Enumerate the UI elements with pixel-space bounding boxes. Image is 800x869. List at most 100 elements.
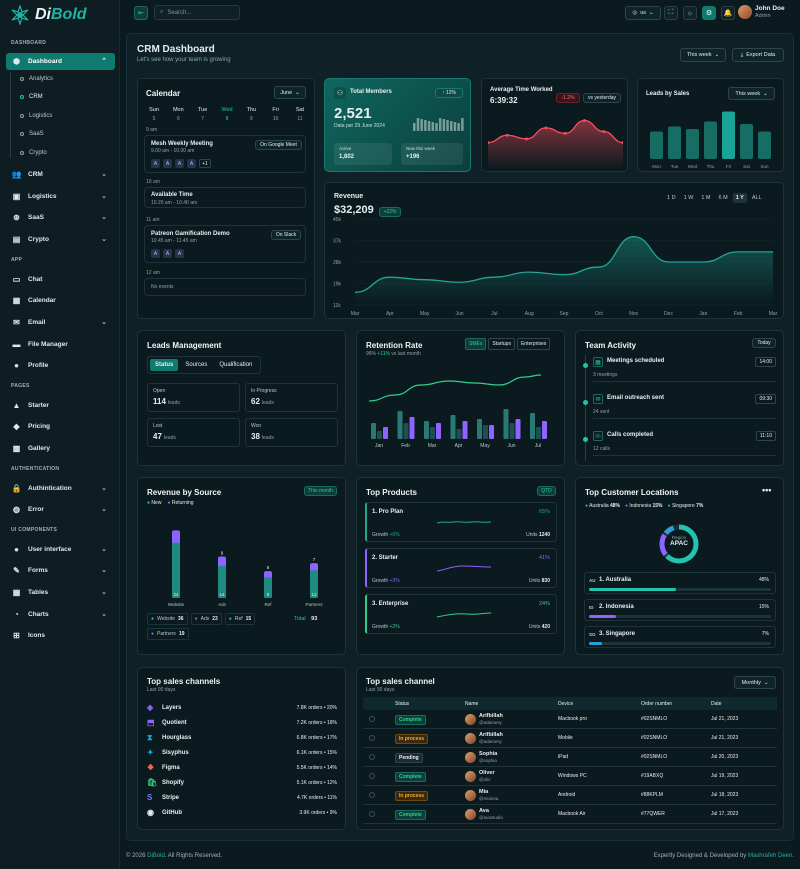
sidebar-item-profile[interactable]: ● Profile xyxy=(6,357,115,374)
event-card[interactable]: Patreon Gamification Demo 10.45 am - 11.… xyxy=(144,225,306,263)
location-row[interactable]: ID 2. Indonesia 15% xyxy=(584,599,776,621)
user-name[interactable]: John Doe xyxy=(755,5,785,12)
chip-value: 19 xyxy=(178,631,185,637)
channel-row[interactable]: ⬒ Quotient 7.2K orders • 18% xyxy=(147,716,337,729)
sidebar-item-crypto[interactable]: ▤ Crypto ⌄ xyxy=(12,235,107,244)
channel-row[interactable]: ◉ GitHub 3.9K orders • 9% xyxy=(147,806,337,819)
table-row[interactable]: In process Arifbillah @adamesy Mobile #02SNM… xyxy=(363,729,777,748)
avatar[interactable] xyxy=(738,5,752,19)
sidebar-item-calendar[interactable]: ▦ Calendar xyxy=(12,296,56,305)
table-row[interactable]: In process Mia @mianna Android #88KPLM Jul 18… xyxy=(363,786,777,805)
sidebar-item-error[interactable]: ◍ Error ⌄ xyxy=(13,505,107,514)
tab-qualification[interactable]: Qualification xyxy=(219,362,253,368)
sidebar-item-gallery[interactable]: ▩ Gallery xyxy=(12,444,51,453)
theme-toggle-button[interactable]: ☼ xyxy=(683,6,697,20)
table-row[interactable]: Complete Arifbillah @adamesy Macbook pro #02… xyxy=(363,710,777,729)
author-link[interactable]: Mashrafeh Deen xyxy=(747,853,793,859)
row-checkbox[interactable] xyxy=(369,811,375,817)
retention-tab[interactable]: Enterprises xyxy=(516,338,551,350)
sub-item-saas[interactable]: SaaS xyxy=(20,131,44,137)
retention-tab[interactable]: SMEs xyxy=(465,338,487,350)
channel-row[interactable]: S Stripe 4.7K orders • 11% xyxy=(147,791,337,804)
fullscreen-button[interactable]: ⛶ xyxy=(664,6,678,20)
sidebar-item-user-interface[interactable]: ● User interface ⌄ xyxy=(6,541,115,558)
location-row[interactable]: AU 1. Australia 48% xyxy=(584,572,776,594)
sidebar-item-email[interactable]: ✉ Email ⌄ xyxy=(13,318,107,327)
channel-value: 5.1K orders • 12% xyxy=(296,779,337,786)
range-tab[interactable]: 1 M xyxy=(701,195,711,201)
retention-tab[interactable]: Startups xyxy=(488,338,515,350)
sub-item-logistics[interactable]: Logistics xyxy=(20,113,52,119)
sidebar-item-dashboard[interactable]: ⬢ Dashboard ⌃ xyxy=(6,53,115,70)
row-checkbox[interactable] xyxy=(369,735,375,741)
sidebar-item-icons[interactable]: ⊞ Icons xyxy=(13,631,45,640)
sidebar-item-authintication[interactable]: 🔒 Authintication ⌄ xyxy=(11,484,107,493)
row-checkbox[interactable] xyxy=(369,773,375,779)
month-select[interactable]: June ⌄ xyxy=(274,86,306,99)
sidebar-item-chat[interactable]: ▭ Chat xyxy=(12,275,43,284)
retention-bar xyxy=(530,413,535,439)
tab-sources[interactable]: Sources xyxy=(185,362,208,368)
tab-status[interactable]: Status xyxy=(150,359,179,371)
sub-item-analytics[interactable]: Analytics xyxy=(20,76,53,82)
period-select[interactable]: This week ⌄ xyxy=(680,48,726,62)
sidebar-item-file-manager[interactable]: ▬ File Manager xyxy=(12,340,68,349)
channel-row[interactable]: ◈ Layers 7.8K orders • 20% xyxy=(147,701,337,714)
channel-row[interactable]: ✦ Sisyphus 6.1K orders • 15% xyxy=(147,746,337,759)
table-row[interactable]: Complete Oliver @oliv Windows PC #19ABXQ Jul … xyxy=(363,767,777,786)
more-icon[interactable]: ••• xyxy=(762,485,772,495)
sidebar-item-logistics[interactable]: ▣ Logistics ⌄ xyxy=(12,192,107,201)
sidebar-item-saas[interactable]: ⊛ SaaS ⌄ xyxy=(13,213,107,222)
product-card[interactable]: 2. Starter 41% Growth +3% Units 830 xyxy=(365,548,557,588)
activity-item[interactable]: ✉ Email outreach sent 09:30 24 sent xyxy=(593,392,776,420)
channel-row[interactable]: ❖ Figma 5.5K orders • 14% xyxy=(147,761,337,774)
search-input[interactable]: ⌕ Search... xyxy=(154,5,240,20)
wallet-icon: ▤ xyxy=(12,235,21,244)
product-card[interactable]: 1. Pro Plan 65% Growth +6% Units 1240 xyxy=(365,502,557,542)
channel-row[interactable]: ⧗ Hourglass 6.8K orders • 17% xyxy=(147,731,337,744)
revenue-source-period[interactable]: This month xyxy=(304,486,337,496)
settings-button[interactable]: ⚙ xyxy=(702,6,716,20)
product-card[interactable]: 3. Enterprise 24% Growth +2% Units 420 xyxy=(365,594,557,634)
range-tab[interactable]: 1 D xyxy=(667,195,676,201)
avatar: A xyxy=(163,159,172,168)
event-card[interactable]: Mesh Weekly Meeting 9.00 am - 10.00 am O… xyxy=(144,135,306,173)
sidebar-item-tables[interactable]: ▦ Tables ⌄ xyxy=(12,588,107,597)
range-tab[interactable]: 1 Y xyxy=(732,193,747,203)
sidebar-item-charts[interactable]: ◔ Charts ⌄ xyxy=(6,606,115,623)
notification-button[interactable]: 🔔 xyxy=(721,6,735,20)
range-tab[interactable]: 1 W xyxy=(683,195,694,201)
table-row[interactable]: Complete Ava @avastudio Macbook Air #77QWER J… xyxy=(363,805,777,824)
compare-select[interactable]: vs yesterday xyxy=(583,93,621,103)
activity-item[interactable]: ▦ Meetings scheduled 14:00 3 meetings xyxy=(593,355,776,383)
status-badge: In process xyxy=(395,791,429,801)
brand-logo[interactable]: DiBold xyxy=(10,4,87,26)
language-select[interactable]: ◎ us ⌄ xyxy=(625,6,661,20)
menu-toggle-button[interactable]: ⇤ xyxy=(134,6,148,20)
top-products-period[interactable]: QTD xyxy=(537,486,556,496)
row-checkbox[interactable] xyxy=(369,716,375,722)
sidebar-item-crm[interactable]: 👥 CRM ⌄ xyxy=(11,170,107,179)
sidebar-item-starter[interactable]: ▲ Starter xyxy=(12,401,49,410)
sub-item-crm[interactable]: CRM xyxy=(20,94,43,100)
table-row[interactable]: Pending Sophia @sophia iPad #02SNMLO Jul 20, … xyxy=(363,748,777,767)
row-checkbox[interactable] xyxy=(369,754,375,760)
activity-period[interactable]: Today xyxy=(752,338,776,348)
row-checkbox[interactable] xyxy=(369,792,375,798)
range-tab[interactable]: ALL xyxy=(751,195,762,201)
topbar: ⇤ ⌕ Search... ◎ us ⌄ ⛶ ☼ ⚙ 🔔 John Doe Admin xyxy=(126,0,800,26)
location-row[interactable]: SG 3. Singapore 7% xyxy=(584,626,776,648)
export-button[interactable]: ⤓ Export Data xyxy=(732,48,784,62)
event-card[interactable]: Available Time 10.20 am - 10.40 am xyxy=(144,187,306,208)
activity-item[interactable]: ☏ Calls completed 11:10 12 calls xyxy=(593,429,776,457)
channel-row[interactable]: 🛍 Shopify 5.1K orders • 12% xyxy=(147,776,337,789)
sales-period-select[interactable]: Monthly ⌄ xyxy=(734,676,776,689)
sub-item-crypto[interactable]: Crypto xyxy=(20,150,47,156)
leads-period-select[interactable]: This week ⌄ xyxy=(728,87,775,100)
range-tab[interactable]: 6 M xyxy=(718,195,728,201)
channel-value: 6.8K orders • 17% xyxy=(296,734,337,741)
sidebar-item-forms[interactable]: ✎ Forms ⌄ xyxy=(13,566,107,575)
sidebar-item-pricing[interactable]: ◆ Pricing xyxy=(13,422,51,431)
channels-subtitle: Last 90 days xyxy=(147,687,176,693)
